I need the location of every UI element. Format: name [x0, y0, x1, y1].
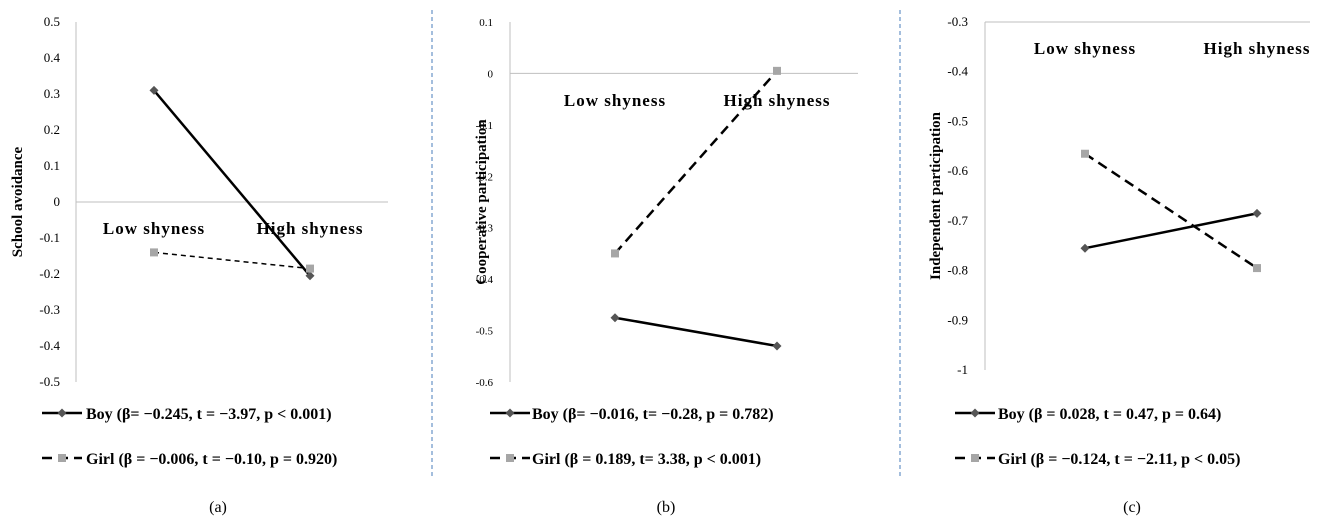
- chart-panel-2: -0.3 -0.4 -0.5 -0.6 -0.7 -0.8 -0.9 -1 Independen…: [928, 14, 1310, 516]
- y-axis-label: School avoidance: [10, 146, 26, 257]
- y-tick-label: -0.5: [476, 326, 494, 338]
- series-point-0: [149, 85, 159, 95]
- y-tick-label: -0.4: [947, 64, 968, 79]
- legend-marker-0: [57, 408, 67, 418]
- series-line-1: [614, 70, 778, 255]
- y-tick-label: -0.2: [476, 171, 493, 183]
- legend-entry-1: Girl (β = −0.124, t = −2.11, p < 0.05): [998, 451, 1240, 468]
- y-tick-label: -0.3: [39, 302, 60, 317]
- series-point-1: [773, 66, 781, 75]
- panel-label: (a): [209, 499, 227, 516]
- series-line-0: [153, 89, 311, 277]
- series-point-1: [150, 248, 158, 257]
- legend-entry-0: Boy (β= −0.245, t = −3.97, p < 0.001): [86, 406, 332, 423]
- chart-panel-1: 0.1 0 -0.1 -0.2 -0.3 -0.4 -0.5 -0.6 Cooperative …: [474, 17, 858, 516]
- y-tick-label: -0.5: [947, 113, 968, 128]
- series-point-0: [305, 271, 315, 281]
- y-tick-label: 0.1: [479, 17, 493, 29]
- series-line-0: [614, 316, 778, 348]
- x-category-label: Low shyness: [564, 91, 666, 110]
- legend-marker-1: [506, 454, 514, 462]
- series-line-0: [1084, 212, 1258, 250]
- panel-label: (c): [1123, 499, 1141, 516]
- y-tick-label: -0.5: [39, 374, 60, 389]
- x-category-label: Low shyness: [103, 219, 205, 238]
- y-tick-label: -0.3: [476, 223, 494, 235]
- series-point-0: [1252, 208, 1262, 218]
- y-tick-label: -0.7: [947, 213, 968, 228]
- y-tick-label: 0: [54, 194, 61, 209]
- y-tick-label: 0.4: [44, 50, 61, 65]
- y-tick-label: -0.9: [947, 312, 968, 327]
- x-category-label: Low shyness: [1034, 39, 1136, 58]
- series-line-1: [153, 251, 311, 270]
- series-line-1: [1084, 152, 1258, 270]
- y-tick-label: -0.4: [39, 338, 60, 353]
- series-point-0: [772, 341, 782, 351]
- legend-entry-0: Boy (β = 0.028, t = 0.47, p = 0.64): [998, 406, 1221, 423]
- y-axis-label: Independent participation: [928, 111, 944, 280]
- y-tick-label: -0.8: [947, 263, 968, 278]
- series-point-1: [1253, 264, 1261, 273]
- y-tick-label: 0.2: [44, 122, 60, 137]
- y-tick-label: -1: [957, 362, 968, 377]
- panel-label: (b): [657, 499, 676, 516]
- y-tick-label: 0: [488, 68, 494, 80]
- y-tick-label: -0.1: [476, 120, 493, 132]
- y-tick-label: 0.5: [44, 14, 60, 29]
- y-axis-label: Cooperative participation: [474, 119, 490, 285]
- y-tick-label: -0.4: [476, 274, 494, 286]
- y-tick-label: 0.1: [44, 158, 60, 173]
- legend-entry-0: Boy (β= −0.016, t= −0.28, p = 0.782): [532, 406, 774, 423]
- y-tick-label: -0.6: [947, 163, 968, 178]
- legend-marker-1: [58, 454, 66, 462]
- x-category-label: High shyness: [1204, 39, 1311, 58]
- legend-marker-1: [971, 454, 979, 462]
- y-tick-label: -0.3: [947, 14, 968, 29]
- legend-entry-1: Girl (β = −0.006, t = −0.10, p = 0.920): [86, 451, 337, 468]
- legend-entry-1: Girl (β = 0.189, t= 3.38, p < 0.001): [532, 451, 761, 468]
- y-tick-label: -0.1: [39, 230, 60, 245]
- series-point-1: [1081, 149, 1089, 158]
- chart-panel-0: 0.5 0.4 0.3 0.2 0.1 0 -0.1 -0.2 -0.3 -0.4 -0.5 Scho…: [10, 14, 388, 516]
- y-tick-label: 0.3: [44, 86, 60, 101]
- series-point-1: [611, 249, 619, 258]
- legend-marker-0: [505, 408, 515, 418]
- y-tick-label: -0.6: [476, 377, 494, 389]
- series-point-0: [610, 313, 620, 323]
- y-tick-label: -0.2: [39, 266, 60, 281]
- series-point-0: [1080, 243, 1090, 253]
- x-category-label: High shyness: [257, 219, 364, 238]
- x-category-label: High shyness: [724, 91, 831, 110]
- series-point-1: [306, 264, 314, 273]
- legend-marker-0: [970, 408, 980, 418]
